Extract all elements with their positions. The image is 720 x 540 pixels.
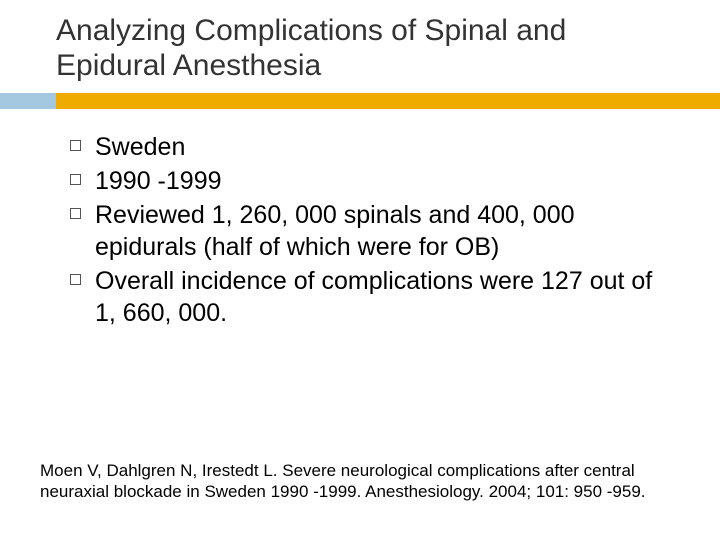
bullet-text: Reviewed 1, 260, 000 spinals and 400, 00… [95, 199, 670, 263]
square-bullet-icon [70, 274, 81, 285]
page-title: Analyzing Complications of Spinal and Ep… [56, 14, 680, 83]
underline-accent-bar [0, 93, 56, 109]
title-block: Analyzing Complications of Spinal and Ep… [0, 0, 720, 93]
list-item: 1990 -1999 [70, 165, 670, 197]
square-bullet-icon [70, 208, 81, 219]
square-bullet-icon [70, 140, 81, 151]
bullet-text: 1990 -1999 [95, 165, 222, 197]
list-item: Overall incidence of complications were … [70, 265, 670, 329]
bullet-text: Sweden [95, 131, 185, 163]
list-item: Sweden [70, 131, 670, 163]
bullet-list: Sweden 1990 -1999 Reviewed 1, 260, 000 s… [70, 131, 670, 329]
square-bullet-icon [70, 174, 81, 185]
underline-main-bar [56, 93, 720, 109]
content-area: Sweden 1990 -1999 Reviewed 1, 260, 000 s… [0, 109, 720, 329]
title-underline [0, 93, 720, 109]
bullet-text: Overall incidence of complications were … [95, 265, 670, 329]
list-item: Reviewed 1, 260, 000 spinals and 400, 00… [70, 199, 670, 263]
citation-text: Moen V, Dahlgren N, Irestedt L. Severe n… [40, 460, 670, 503]
